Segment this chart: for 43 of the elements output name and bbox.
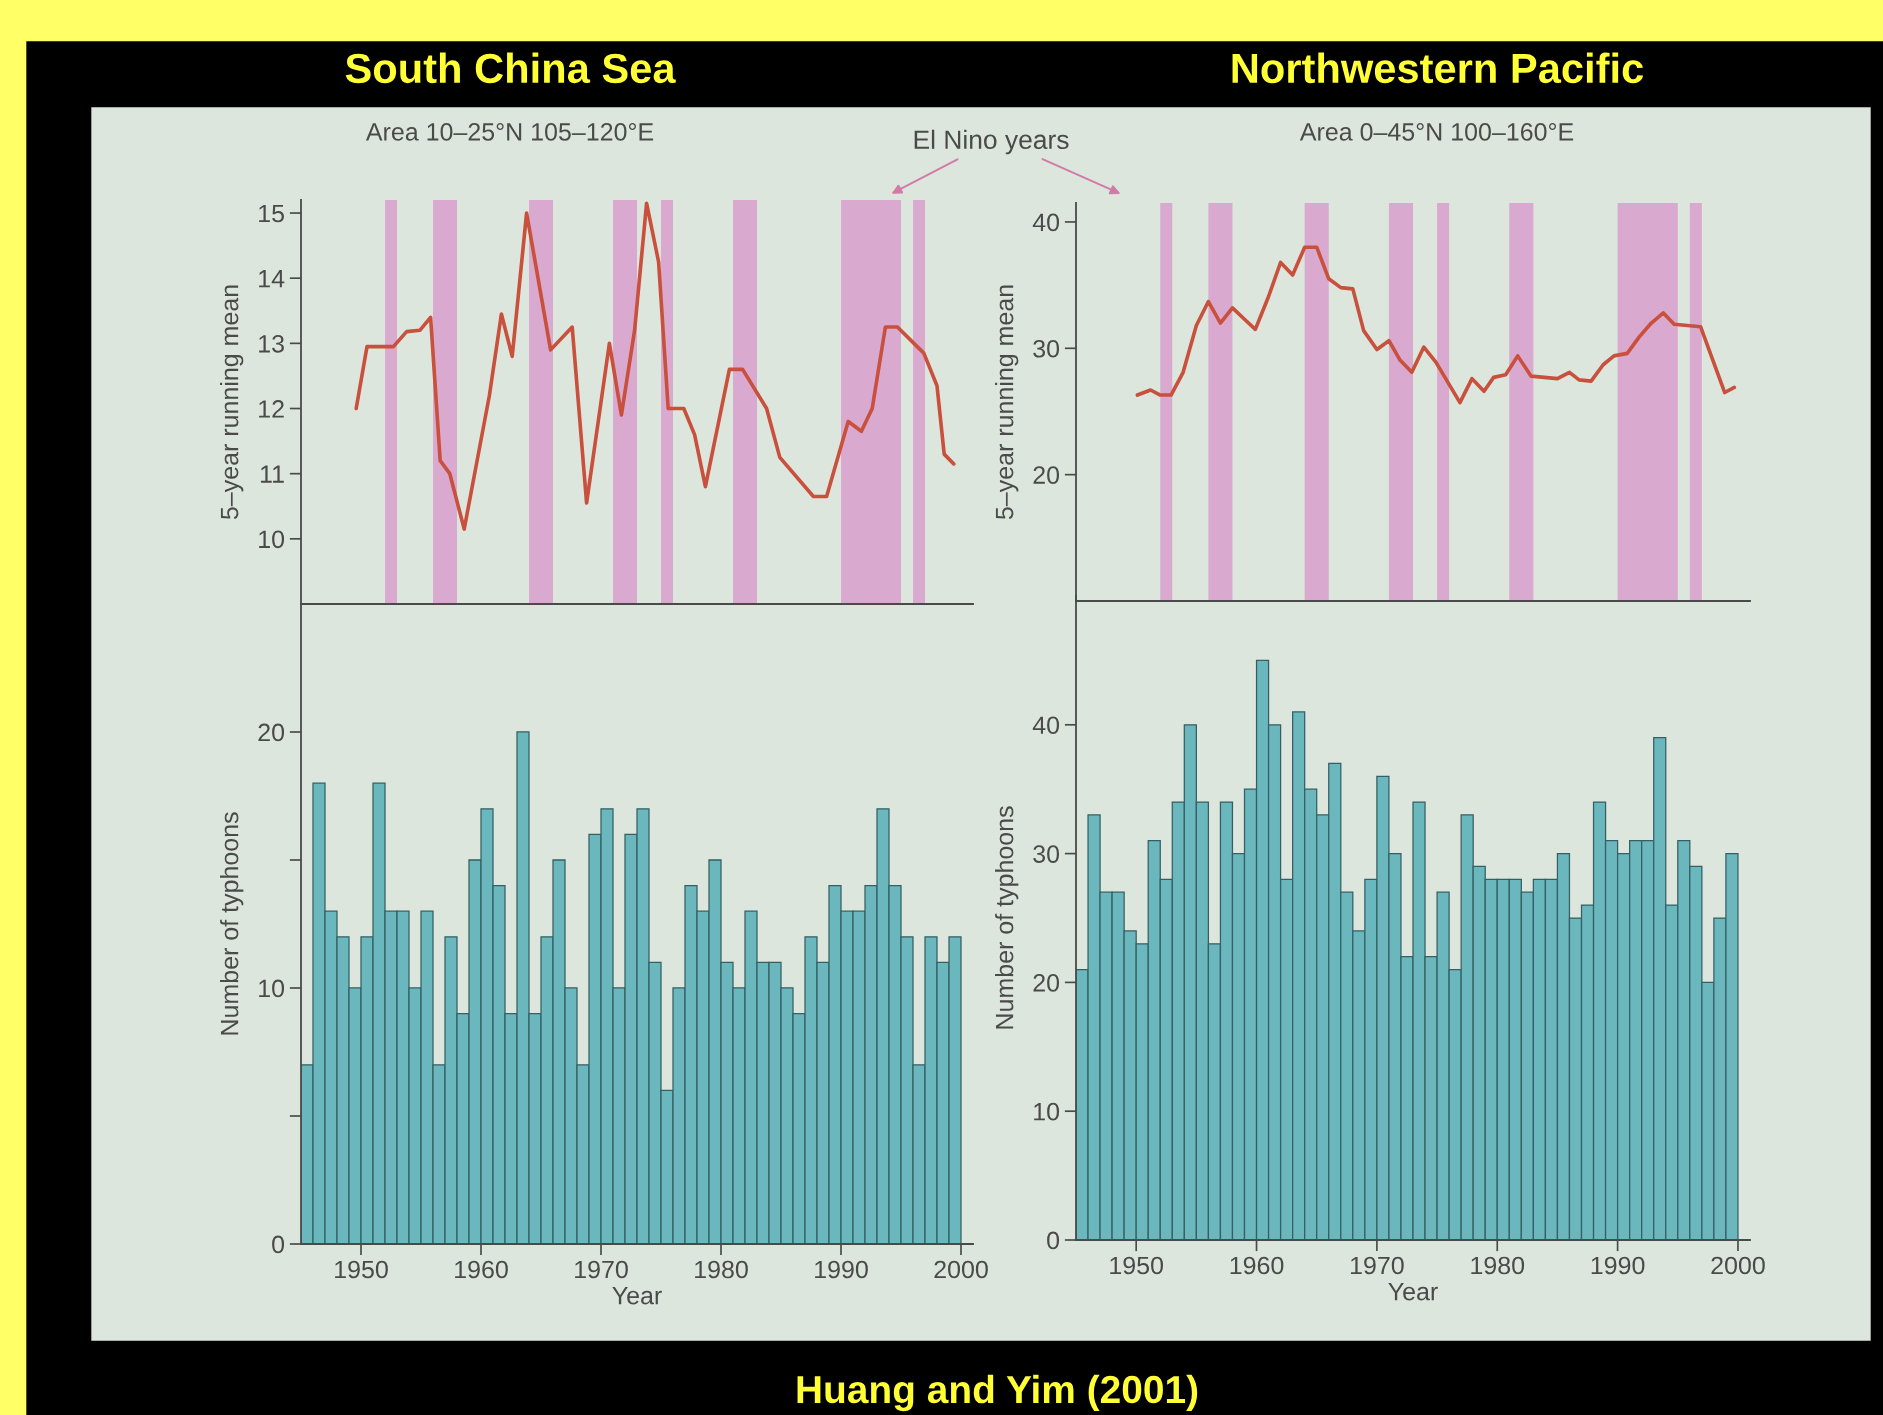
y-axis-title: 5–year running mean	[995, 285, 1019, 520]
x-tick-label: 1990	[1591, 1256, 1645, 1275]
y-axis-title: Number of typhoons	[220, 812, 244, 1035]
y-tick-label: 0	[1047, 1231, 1060, 1250]
chart-subtitle: Area 10–25°N 105–120°E	[365, 123, 654, 141]
y-tick-label: 10	[259, 979, 285, 998]
y-tick-label: 13	[259, 334, 284, 353]
y-tick-label: 12	[259, 400, 284, 418]
x-axis-title: Year	[612, 1286, 662, 1305]
x-tick-label: 1970	[1350, 1256, 1404, 1275]
line-series	[1135, 245, 1737, 405]
x-tick-label: 1960	[455, 1260, 508, 1279]
text: Huang and Yim (2001)	[797, 1374, 1198, 1412]
line-series	[354, 201, 956, 531]
x-tick-label: 1970	[575, 1260, 628, 1279]
x-tick-label: 1990	[815, 1260, 868, 1279]
y-tick-label: 0	[272, 1235, 285, 1254]
y-tick-label: 30	[1033, 845, 1060, 863]
x-tick-label: 1950	[335, 1260, 388, 1279]
y-tick-label: 20	[258, 723, 285, 742]
text: El Nino years	[914, 129, 1069, 155]
x-tick-label: 2000	[934, 1260, 988, 1279]
y-tick-label: 15	[259, 204, 284, 223]
x-tick-label: 1980	[1471, 1256, 1525, 1275]
y-tick-label: 20	[1033, 466, 1060, 484]
x-tick-label: 2000	[1711, 1256, 1765, 1275]
y-axis-title: Number of typhoons	[995, 806, 1019, 1029]
chart-subtitle: Area 0–45°N 100–160°E	[1299, 123, 1574, 141]
y-tick-label: 30	[1033, 339, 1060, 358]
chart-title: South China Sea	[345, 52, 676, 84]
x-tick-label: 1960	[1230, 1256, 1284, 1275]
x-tick-label: 1950	[1110, 1256, 1164, 1275]
y-tick-label: 11	[260, 465, 284, 483]
y-tick-label: 10	[259, 530, 285, 549]
y-axis-title: 5–year running mean	[220, 285, 244, 520]
y-tick-label: 40	[1032, 213, 1060, 232]
x-axis-title: Year	[1388, 1282, 1438, 1301]
y-tick-label: 14	[259, 270, 285, 288]
y-tick-label: 40	[1032, 716, 1060, 735]
chart-title: Northwestern Pacific	[1232, 52, 1644, 84]
x-tick-label: 1980	[695, 1260, 748, 1279]
y-tick-label: 20	[1033, 974, 1060, 992]
y-tick-label: 10	[1034, 1102, 1060, 1121]
